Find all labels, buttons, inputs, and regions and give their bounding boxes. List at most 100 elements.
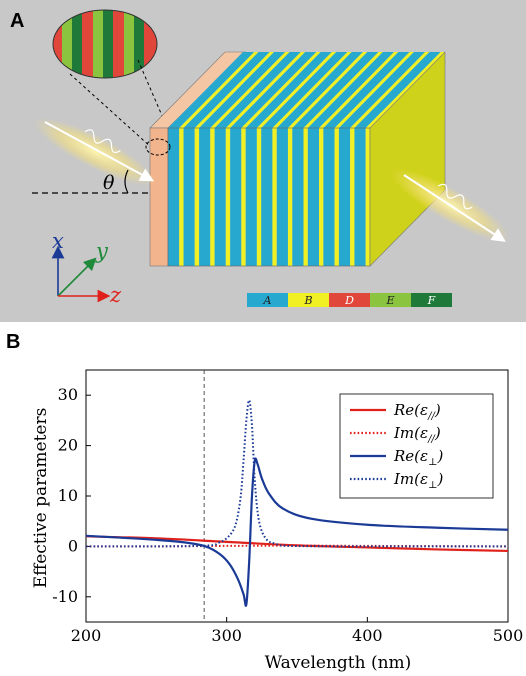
x-tick-label: 200 xyxy=(71,626,102,645)
layer-b-front xyxy=(241,128,246,266)
legend-entry: Re(ε⊥) xyxy=(393,447,443,468)
transmitted-beam-arrow xyxy=(403,174,506,242)
layer-b-front xyxy=(194,128,200,266)
y-tick-label: 20 xyxy=(58,436,78,455)
layer-a-front xyxy=(292,128,304,266)
y-tick-label: -10 xyxy=(52,587,78,606)
layer-a-front xyxy=(168,128,180,266)
layer-b-top xyxy=(287,52,368,128)
x-axis-label: x xyxy=(52,229,64,253)
x-axis-title: Wavelength (nm) xyxy=(265,653,412,673)
layer-a-top xyxy=(230,52,317,128)
layer-b-top xyxy=(210,52,290,128)
layer-a-front xyxy=(338,128,351,266)
layer-b-top xyxy=(241,52,321,128)
layer-a-top xyxy=(338,52,426,128)
legend-box xyxy=(339,393,494,499)
y-axis-arrow xyxy=(57,257,97,297)
layer-b-front xyxy=(256,128,262,266)
layer-a-top xyxy=(183,52,270,128)
layer-b-front xyxy=(303,128,308,266)
legend-swatch xyxy=(370,293,411,307)
layer-a-top xyxy=(199,52,286,128)
layer-b-front xyxy=(225,128,231,266)
layer-b-front xyxy=(272,128,277,266)
layer-a-front xyxy=(183,128,195,266)
chart-legend: Re(ε//)Im(ε//)Re(ε⊥)Im(ε⊥) xyxy=(339,393,494,499)
y-axis-title: Effective parameters xyxy=(31,408,51,589)
layer-a-front xyxy=(323,128,335,266)
angle-arc xyxy=(124,169,129,194)
panel-a: A θ xyxy=(0,0,526,322)
layer-a-front xyxy=(199,128,211,266)
layer-a-top xyxy=(292,52,379,128)
layer-b-top xyxy=(194,52,275,128)
zoom-spot xyxy=(145,138,171,156)
zoom-ellipse-outline xyxy=(52,9,158,79)
panel-a-figure: A θ xyxy=(0,0,526,322)
incident-wave xyxy=(84,129,121,154)
incident-beam-arrow xyxy=(44,121,155,182)
layer-b-top xyxy=(179,52,259,128)
layer-b-front xyxy=(334,128,339,266)
legend-label: F xyxy=(427,294,436,307)
layer-b-front xyxy=(365,128,370,266)
layer-a-top xyxy=(261,52,348,128)
layer-b-top xyxy=(365,52,445,128)
layer-b-front xyxy=(210,128,215,266)
layer-a-top xyxy=(168,52,255,128)
layer-a-front xyxy=(214,128,226,266)
y-tick-label: 0 xyxy=(68,536,78,555)
layer-a-top xyxy=(354,52,441,128)
x-tick-label: 400 xyxy=(352,626,383,645)
layer-b-front xyxy=(319,128,324,266)
layer-a-top xyxy=(307,52,395,128)
legend-label: A xyxy=(263,294,272,307)
layer-b-top xyxy=(350,52,430,128)
legend-label: E xyxy=(385,294,394,307)
legend-swatch xyxy=(288,293,329,307)
x-tick-label: 300 xyxy=(211,626,242,645)
zoom-guide-line xyxy=(69,73,153,149)
incident-beam-glow xyxy=(33,117,157,187)
layer-a-top xyxy=(245,52,332,128)
transmitted-wave xyxy=(438,183,473,210)
series-line-3 xyxy=(85,457,509,607)
layer-a-front xyxy=(245,128,257,266)
legend-label: B xyxy=(303,294,312,307)
layer-a-top xyxy=(323,52,410,128)
panel-b: B 200 300 400 500 -10 0 10 20 30 Re(ε//) Im(ε//) Re… xyxy=(0,326,526,676)
panel-b-label: B xyxy=(6,331,20,353)
legend-swatch xyxy=(329,293,370,307)
layer-a-front xyxy=(261,128,273,266)
substrate-front xyxy=(149,127,169,267)
layer-b-top xyxy=(272,52,352,128)
layer-b-front xyxy=(350,128,355,266)
z-axis-label: z xyxy=(109,283,122,307)
layer-b-front xyxy=(179,128,184,266)
legend-swatch xyxy=(247,293,288,307)
layer-b-top xyxy=(225,52,306,128)
layer-a-top xyxy=(276,52,363,128)
layer-zoom-ellipse xyxy=(53,10,157,78)
stack-front-face xyxy=(167,127,371,267)
stack-top-face xyxy=(168,52,445,128)
layer-b-top xyxy=(334,52,414,128)
layer-b-top xyxy=(319,52,399,128)
y-axis-label: y xyxy=(95,239,109,263)
legend-entry: Im(ε//) xyxy=(393,424,441,445)
y-tick-label: 10 xyxy=(58,486,78,505)
layer-a-front xyxy=(230,128,242,266)
legend-entry: Im(ε⊥) xyxy=(393,470,443,491)
effective-parameters-chart: B 200 300 400 500 -10 0 10 20 30 Re(ε//)Im(ε//)Re… xyxy=(6,331,524,673)
layer-a-front xyxy=(276,128,288,266)
legend-swatch xyxy=(411,293,452,307)
layer-a-front xyxy=(307,128,320,266)
angle-label: θ xyxy=(103,172,115,194)
layer-a-front xyxy=(354,128,366,266)
series-line-1 xyxy=(85,535,509,553)
y-tick-label: 30 xyxy=(58,385,78,404)
legend-label: D xyxy=(344,294,354,307)
x-tick-label: 500 xyxy=(493,626,524,645)
